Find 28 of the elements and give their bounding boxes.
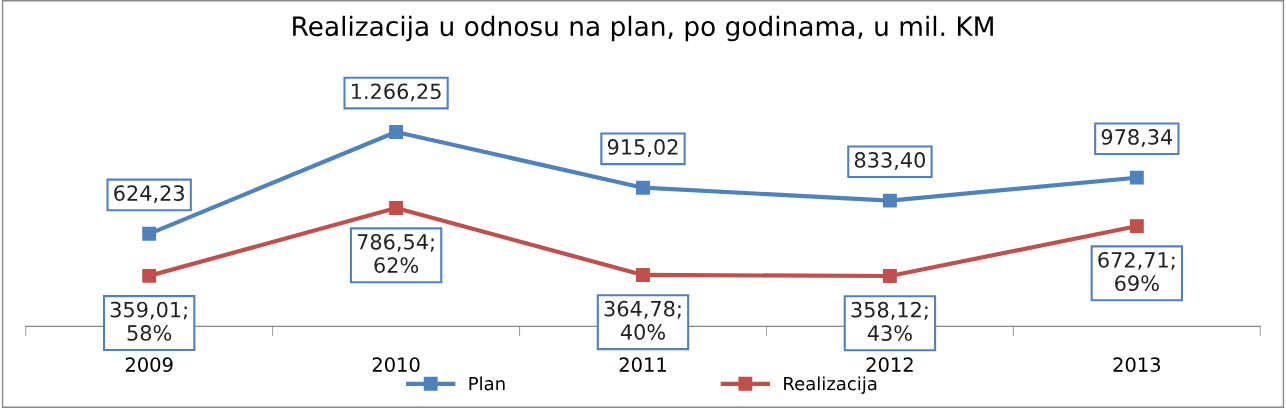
data-label: 358,12; 43% [851, 301, 928, 341]
point [1129, 219, 1144, 234]
point [389, 125, 404, 139]
x-tick-label: 2009 [125, 357, 173, 373]
data-label: 833,40 [854, 152, 925, 170]
data-label: 978,34 [1101, 129, 1173, 147]
x-tick-label: 2011 [619, 357, 666, 373]
data-label: 359,01; 58% [110, 301, 187, 341]
data-label: 364,78; 40% [604, 300, 681, 340]
x-tick-label: 2013 [1113, 357, 1161, 373]
data-label: 1.266,25 [351, 83, 441, 102]
data-label: 624,23 [114, 185, 184, 204]
point [389, 201, 404, 216]
data-label: 915,02 [607, 139, 678, 157]
legend-label: Plan [469, 376, 505, 391]
point [142, 268, 157, 283]
point [882, 269, 897, 283]
x-tick-label: 2012 [866, 357, 913, 373]
x-tick-label: 2010 [372, 357, 420, 373]
point [636, 267, 650, 282]
data-label: 672,71; 69% [1098, 251, 1175, 292]
point [636, 180, 650, 195]
chart-title: Realizacija u odnosu na plan, po godinama, u mil. KM [293, 15, 993, 42]
point [1129, 170, 1144, 185]
legend-label: Realizacija [784, 376, 877, 394]
data-label: 786,54; 62% [357, 233, 434, 273]
point [882, 193, 897, 208]
point [142, 226, 157, 241]
